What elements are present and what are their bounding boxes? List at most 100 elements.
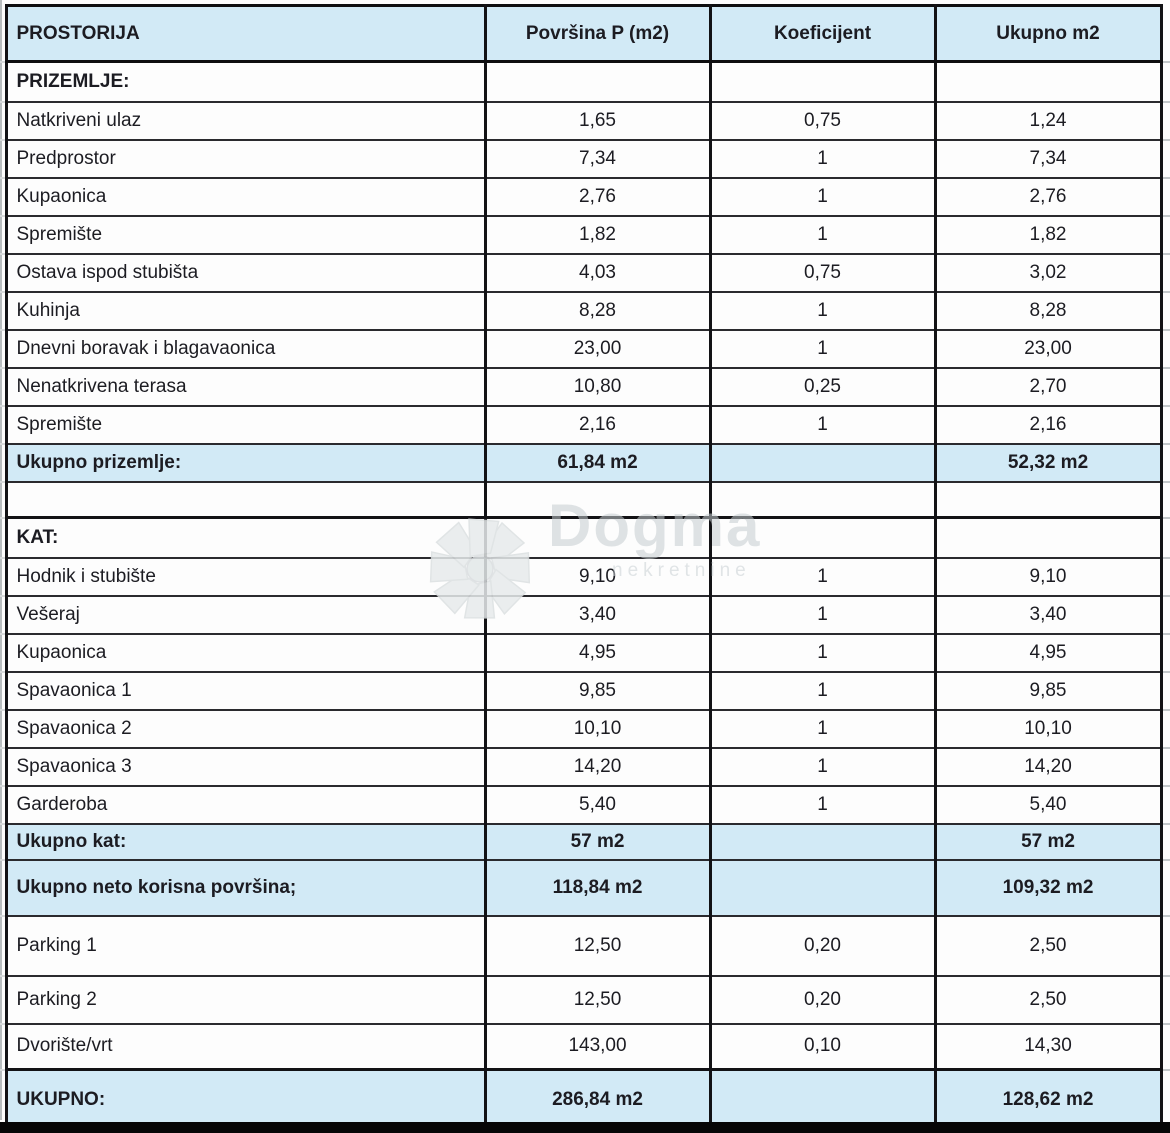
room-name-cell: Hodnik i stubište xyxy=(4,556,487,597)
room-name-cell: Parking 1 xyxy=(4,914,487,977)
table-row: Ukupno kat: 57 m2 57 m2 xyxy=(0,822,1170,861)
koeficijent-cell: 0,75 xyxy=(708,252,937,293)
room-name-cell xyxy=(4,480,487,519)
koeficijent-cell: 1 xyxy=(708,176,937,217)
left-edge-stub xyxy=(0,177,6,217)
right-edge-stub xyxy=(1161,291,1170,331)
koeficijent-cell: 1 xyxy=(708,404,937,445)
table-row: Nenatkrivena terasa 10,80 0,25 2,70 xyxy=(0,366,1170,407)
povrsina-cell: 118,84 m2 xyxy=(483,858,712,917)
table-row: Parking 1 12,50 0,20 2,50 xyxy=(0,914,1170,977)
ukupno-cell: 7,34 xyxy=(933,138,1163,179)
povrsina-cell: 9,85 xyxy=(483,670,712,711)
column-header-povrsina: Površina P (m2) xyxy=(483,4,712,63)
room-name-cell: Ukupno prizemlje: xyxy=(4,442,487,483)
table-row: Kuhinja 8,28 1 8,28 xyxy=(0,290,1170,331)
left-edge-stub xyxy=(0,823,6,861)
room-name-cell: Kupaonica xyxy=(4,176,487,217)
ukupno-cell: 2,16 xyxy=(933,404,1163,445)
table-row: Dvorište/vrt 143,00 0,10 14,30 xyxy=(0,1022,1170,1071)
ukupno-cell: 52,32 m2 xyxy=(933,442,1163,483)
room-name-cell: Ukupno neto korisna površina; xyxy=(4,858,487,917)
right-edge-stub xyxy=(1161,61,1170,103)
table-row: Ukupno neto korisna površina; 118,84 m2 10… xyxy=(0,858,1170,917)
room-name-cell: Nenatkrivena terasa xyxy=(4,366,487,407)
table-row: Predprostor 7,34 1 7,34 xyxy=(0,138,1170,179)
right-edge-stub xyxy=(1161,443,1170,483)
koeficijent-cell: 1 xyxy=(708,594,937,635)
table-row: Kupaonica 4,95 1 4,95 xyxy=(0,632,1170,673)
koeficijent-cell: 1 xyxy=(708,328,937,369)
left-edge-stub xyxy=(0,517,6,559)
ukupno-cell: 23,00 xyxy=(933,328,1163,369)
table-row: Spremište 1,82 1 1,82 xyxy=(0,214,1170,255)
koeficijent-cell: 1 xyxy=(708,670,937,711)
table-row: Ukupno prizemlje: 61,84 m2 52,32 m2 xyxy=(0,442,1170,483)
ukupno-cell: 8,28 xyxy=(933,290,1163,331)
koeficijent-cell: 1 xyxy=(708,290,937,331)
ukupno-cell: 2,50 xyxy=(933,914,1163,977)
povrsina-cell: 5,40 xyxy=(483,784,712,825)
povrsina-cell: 12,50 xyxy=(483,914,712,977)
povrsina-cell: 4,95 xyxy=(483,632,712,673)
area-table: PROSTORIJA Površina P (m2) Koeficijent U… xyxy=(0,4,1170,1131)
right-edge-stub xyxy=(1161,823,1170,861)
table-row: KAT: xyxy=(0,516,1170,559)
room-name-cell: UKUPNO: xyxy=(4,1068,487,1131)
povrsina-cell: 10,80 xyxy=(483,366,712,407)
koeficijent-cell: 0,20 xyxy=(708,914,937,977)
right-edge-stub xyxy=(1161,595,1170,635)
table-row: Spavaonica 2 10,10 1 10,10 xyxy=(0,708,1170,749)
right-edge-stub xyxy=(1161,517,1170,559)
ukupno-cell: 1,82 xyxy=(933,214,1163,255)
right-edge-stub xyxy=(1161,557,1170,597)
room-name-cell: Garderoba xyxy=(4,784,487,825)
left-edge-stub xyxy=(0,5,6,63)
left-edge-stub xyxy=(0,215,6,255)
room-name-cell: Kuhinja xyxy=(4,290,487,331)
left-edge-stub xyxy=(0,367,6,407)
column-header-koeficijent: Koeficijent xyxy=(708,4,937,63)
povrsina-cell: 8,28 xyxy=(483,290,712,331)
right-edge-stub xyxy=(1161,671,1170,711)
koeficijent-cell: 0,75 xyxy=(708,100,937,141)
table-row: PRIZEMLJE: xyxy=(0,60,1170,103)
table-row: Kupaonica 2,76 1 2,76 xyxy=(0,176,1170,217)
povrsina-cell: 1,82 xyxy=(483,214,712,255)
left-edge-stub xyxy=(0,139,6,179)
povrsina-cell xyxy=(483,480,712,519)
table-row: UKUPNO: 286,84 m2 128,62 m2 xyxy=(0,1068,1170,1131)
left-edge-stub xyxy=(0,443,6,483)
right-edge-stub xyxy=(1161,139,1170,179)
ukupno-cell: 10,10 xyxy=(933,708,1163,749)
koeficijent-cell: 0,25 xyxy=(708,366,937,407)
room-name-cell: Parking 2 xyxy=(4,974,487,1025)
ukupno-cell: 3,02 xyxy=(933,252,1163,293)
povrsina-cell: 57 m2 xyxy=(483,822,712,861)
povrsina-cell: 12,50 xyxy=(483,974,712,1025)
table-row: Spavaonica 1 9,85 1 9,85 xyxy=(0,670,1170,711)
table-row: Natkriveni ulaz 1,65 0,75 1,24 xyxy=(0,100,1170,141)
room-name-cell: Dvorište/vrt xyxy=(4,1022,487,1071)
room-name-cell: Spremište xyxy=(4,214,487,255)
left-edge-stub xyxy=(0,915,6,977)
ukupno-cell: 1,24 xyxy=(933,100,1163,141)
table-row xyxy=(0,480,1170,519)
ukupno-cell: 3,40 xyxy=(933,594,1163,635)
povrsina-cell: 4,03 xyxy=(483,252,712,293)
ukupno-cell: 14,30 xyxy=(933,1022,1163,1071)
table-row: Hodnik i stubište 9,10 1 9,10 xyxy=(0,556,1170,597)
koeficijent-cell xyxy=(708,1068,937,1131)
koeficijent-cell: 0,10 xyxy=(708,1022,937,1071)
ukupno-cell: 2,76 xyxy=(933,176,1163,217)
koeficijent-cell: 1 xyxy=(708,556,937,597)
right-edge-stub xyxy=(1161,177,1170,217)
ukupno-cell: 128,62 m2 xyxy=(933,1068,1163,1131)
header-row: PROSTORIJA Površina P (m2) Koeficijent U… xyxy=(0,4,1170,63)
right-edge-stub xyxy=(1161,633,1170,673)
left-edge-stub xyxy=(0,557,6,597)
room-name-cell: Dnevni boravak i blagavaonica xyxy=(4,328,487,369)
room-name-cell: Kupaonica xyxy=(4,632,487,673)
koeficijent-cell: 0,20 xyxy=(708,974,937,1025)
